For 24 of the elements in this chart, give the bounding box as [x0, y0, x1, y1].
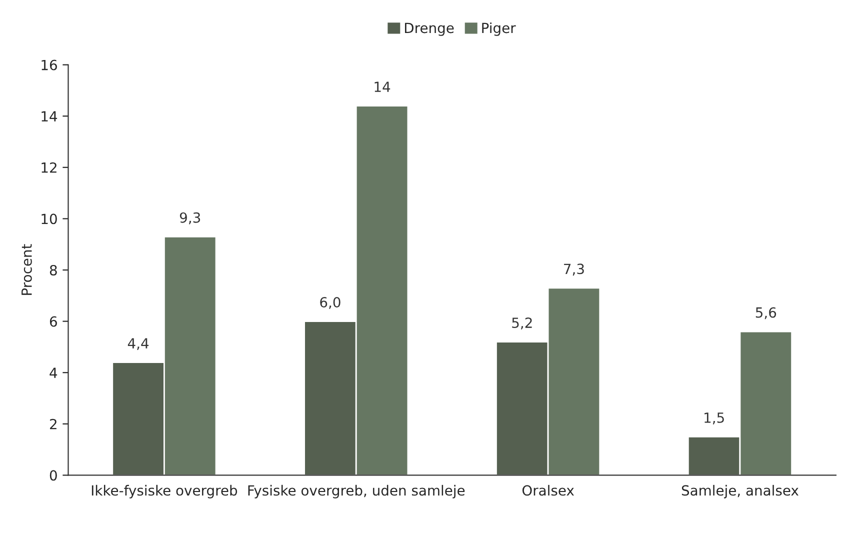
data-label: 9,3	[180, 212, 200, 224]
y-tick-label: 6	[50, 316, 57, 327]
x-tick-label: Oralsex	[522, 484, 574, 496]
legend-label: Piger	[482, 22, 516, 36]
data-label: 1,5	[704, 412, 724, 424]
data-label: 6,0	[320, 296, 340, 309]
data-label: 4,4	[128, 338, 149, 350]
data-label: 7,3	[564, 264, 584, 276]
data-label: 5,2	[512, 318, 532, 330]
y-tick-label: 0	[50, 470, 57, 481]
y-tick-label: 4	[50, 368, 58, 378]
y-tick-label: 14	[42, 111, 58, 122]
legend-label: Drenge	[405, 22, 454, 36]
y-tick-label: 10	[42, 214, 57, 224]
y-tick-label: 12	[42, 162, 56, 173]
y-axis-title: Procent	[22, 244, 32, 295]
y-tick-label: 2	[50, 418, 56, 430]
y-tick-label: 8	[50, 264, 57, 276]
data-label: 14	[374, 82, 390, 92]
x-tick-label: Samleje, analsex	[682, 484, 798, 498]
x-tick-label: Fysiske overgreb, uden samleje	[248, 484, 465, 498]
y-tick-label: 16	[42, 60, 57, 70]
data-label: 5,6	[756, 307, 776, 320]
x-tick-label: Ikke-fysiske overgreb	[92, 484, 238, 498]
